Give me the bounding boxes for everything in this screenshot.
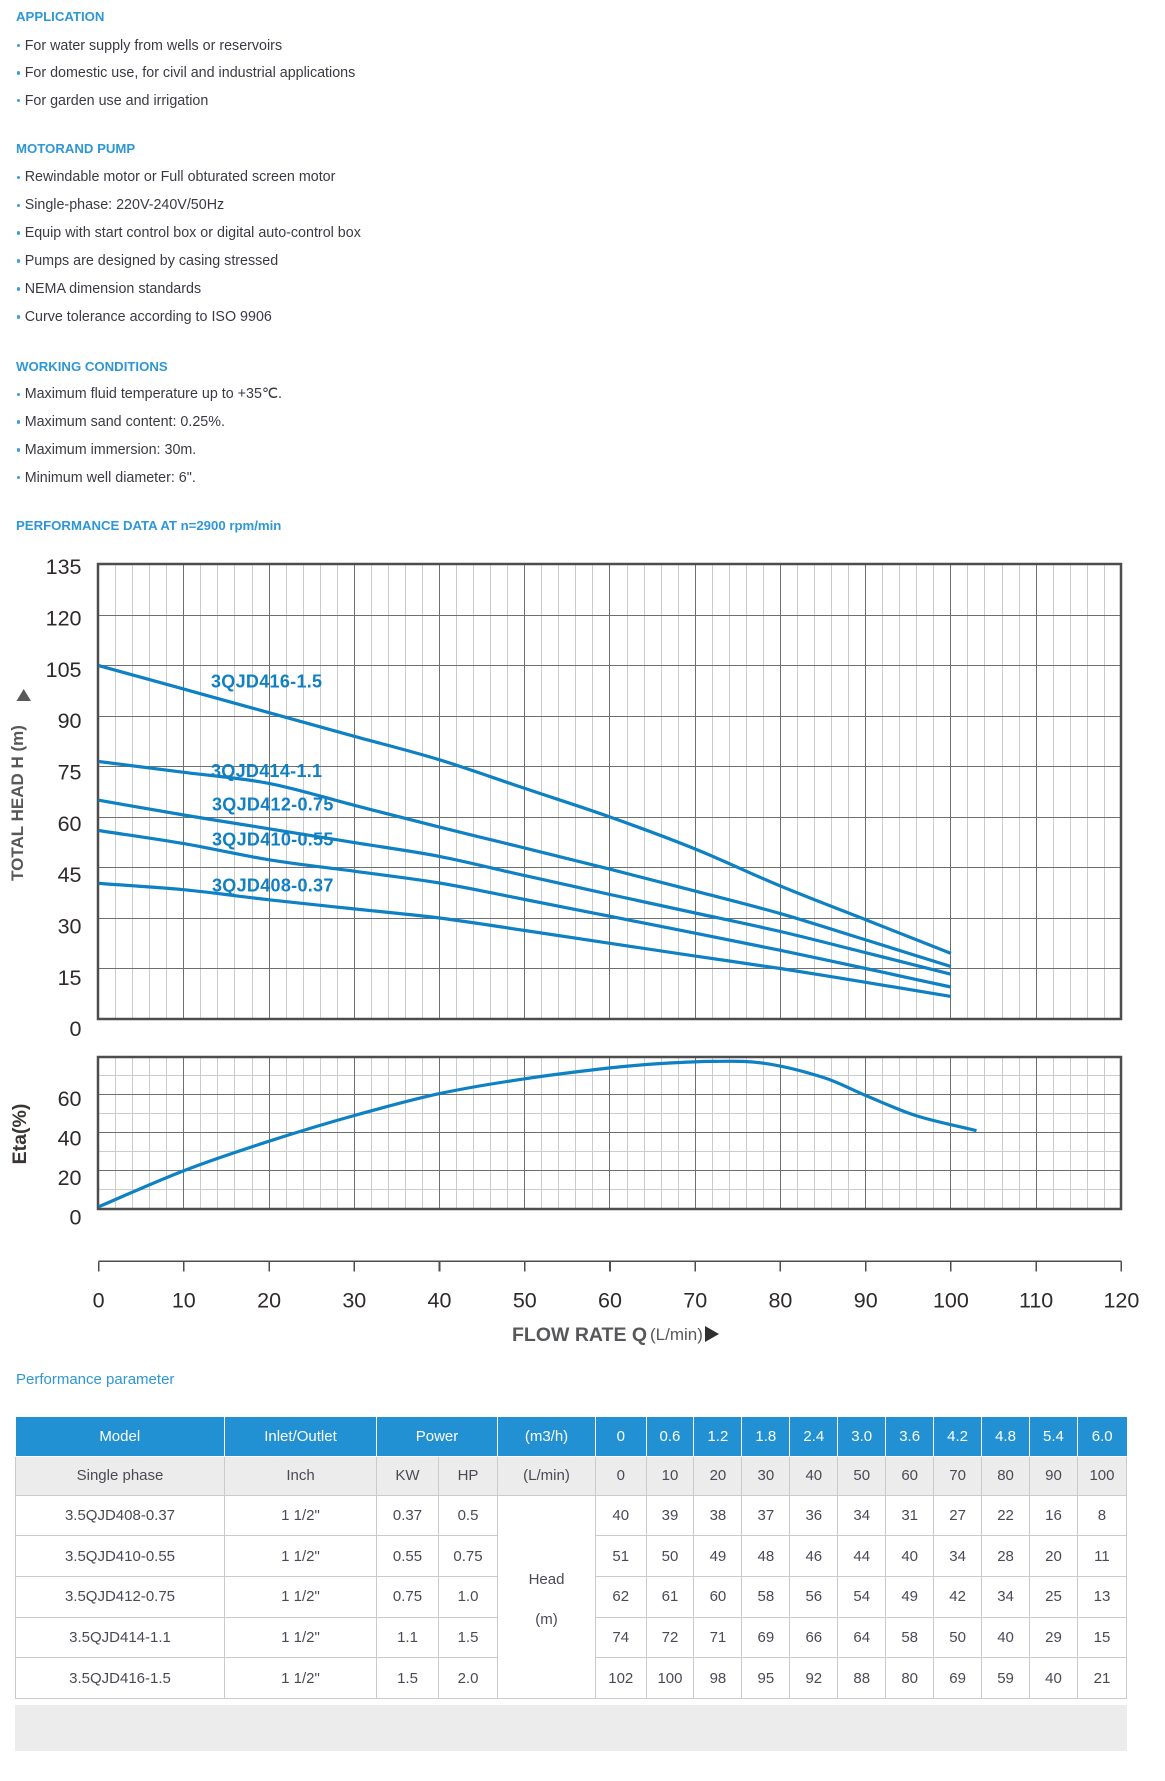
svg-text:0: 0 [93, 1289, 105, 1313]
svg-text:120: 120 [1103, 1289, 1139, 1313]
svg-text:60: 60 [58, 1087, 82, 1111]
svg-text:105: 105 [46, 658, 82, 682]
svg-text:Eta(%): Eta(%) [9, 1104, 31, 1165]
svg-text:10: 10 [172, 1289, 196, 1313]
svg-text:90: 90 [58, 709, 82, 733]
svg-text:75: 75 [58, 761, 82, 785]
svg-text:60: 60 [598, 1289, 622, 1313]
svg-text:60: 60 [58, 812, 82, 836]
svg-text:120: 120 [46, 607, 82, 631]
svg-text:3QJD410-0.55: 3QJD410-0.55 [212, 829, 334, 849]
svg-text:3QJD408-0.37: 3QJD408-0.37 [212, 876, 334, 896]
svg-text:20: 20 [58, 1166, 82, 1190]
svg-text:50: 50 [513, 1289, 537, 1313]
svg-text:70: 70 [683, 1289, 707, 1313]
svg-text:3QJD412-0.75: 3QJD412-0.75 [212, 795, 334, 815]
svg-text:45: 45 [58, 863, 82, 887]
svg-text:30: 30 [342, 1289, 366, 1313]
svg-text:0: 0 [70, 1017, 82, 1041]
svg-text:40: 40 [58, 1127, 82, 1151]
svg-text:15: 15 [58, 966, 82, 990]
svg-text:TOTAL HEAD H (m): TOTAL HEAD H (m) [8, 725, 27, 881]
svg-text:3QJD416-1.5: 3QJD416-1.5 [211, 672, 322, 692]
svg-text:0: 0 [70, 1206, 82, 1230]
svg-text:40: 40 [428, 1289, 452, 1313]
svg-text:(L/min): (L/min) [650, 1325, 703, 1344]
svg-text:110: 110 [1019, 1289, 1053, 1313]
svg-text:135: 135 [46, 555, 82, 579]
svg-text:3QJD414-1.1: 3QJD414-1.1 [211, 761, 322, 781]
svg-text:90: 90 [854, 1289, 878, 1313]
svg-text:100: 100 [933, 1289, 969, 1313]
svg-text:30: 30 [58, 915, 82, 939]
svg-text:FLOW RATE Q: FLOW RATE Q [512, 1324, 647, 1346]
svg-text:20: 20 [257, 1289, 281, 1313]
svg-text:80: 80 [768, 1289, 792, 1313]
